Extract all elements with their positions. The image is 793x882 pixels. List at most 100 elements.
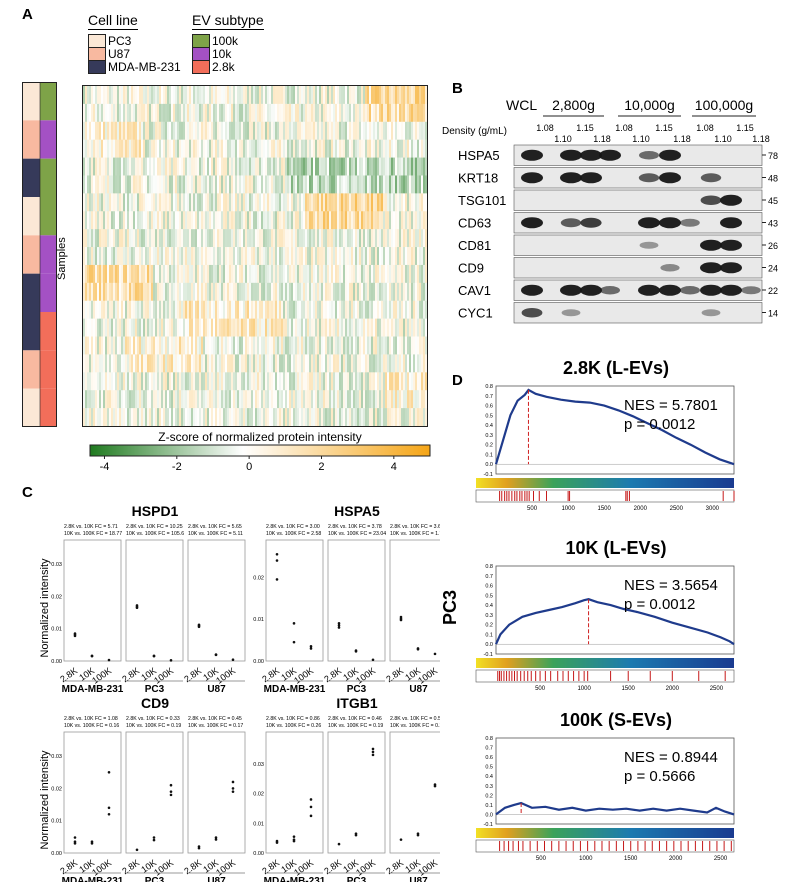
density-value: 1.08 <box>696 123 714 133</box>
dot-plot-facet-box <box>125 539 184 662</box>
blot-band <box>580 217 602 228</box>
blot-band <box>659 217 681 229</box>
blot-band <box>700 262 722 274</box>
fold-change-text: 2.8K vs. 10K FC = 5.71 <box>64 524 118 530</box>
blot-band <box>720 284 742 296</box>
gsea-y-tick: -0.1 <box>484 652 493 658</box>
sample-cell-line-block <box>22 197 40 236</box>
dot-plot-ylabel: Normalized intensity <box>39 558 51 658</box>
ev-subtype-legend: 100k 10k 2.8k <box>192 33 238 74</box>
dot-plot-facet-box <box>187 539 246 662</box>
y-tick-label: 0.01 <box>51 627 62 633</box>
colorbar-tick-label: 2 <box>318 461 324 473</box>
blot-strip <box>513 167 763 189</box>
gsea-y-tick: 0.6 <box>485 755 493 761</box>
gsea-y-tick: 0.6 <box>485 404 493 410</box>
gsea-y-tick: 0.8 <box>485 736 493 742</box>
colorbar-tick-label: -4 <box>100 461 110 473</box>
blot-protein-label: CD81 <box>458 238 491 253</box>
sample-cell-line-block <box>22 350 40 389</box>
dot-plot-facet-box <box>187 731 246 854</box>
y-tick-label: 0.00 <box>51 659 62 665</box>
gsea-p-label: p = 0.5666 <box>624 768 695 785</box>
cell-line-swatch <box>88 46 106 61</box>
panel-d-letter: D <box>452 372 463 389</box>
cell-line-label: U87 <box>108 46 131 61</box>
data-point <box>231 658 235 662</box>
data-point <box>169 659 173 662</box>
data-point <box>90 842 94 845</box>
gsea-y-tick: 0.0 <box>485 642 493 648</box>
data-point <box>309 805 313 809</box>
kda-label: 24 <box>768 264 778 274</box>
dot-plot-facet-box <box>265 731 324 854</box>
density-value: 1.10 <box>632 134 650 144</box>
x-category-label: 100K <box>292 857 315 877</box>
gsea-y-tick: 0.2 <box>485 793 493 799</box>
x-category-label: 100K <box>354 665 377 685</box>
gsea-rank-gradient <box>476 828 734 838</box>
data-point <box>169 790 173 793</box>
fold-change-text: 2.8K vs. 10K FC = 3.61 <box>390 524 440 530</box>
data-point <box>231 787 235 790</box>
kda-label: 48 <box>768 174 778 184</box>
cell-line-label: PC3 <box>108 33 132 48</box>
data-point <box>107 806 111 810</box>
data-point <box>214 836 218 839</box>
blot-band <box>521 217 543 229</box>
dot-plot-gene-title: ITGB1 <box>336 695 377 711</box>
facet-cell-line-label: U87 <box>207 684 226 695</box>
kda-label: 14 <box>768 309 778 319</box>
data-point <box>371 658 375 662</box>
fold-change-text: 2.8K vs. 10K FC = 1.08 <box>64 716 118 722</box>
sample-ev-subtype-block <box>40 158 57 197</box>
blot-band <box>700 239 722 251</box>
fold-change-text: 10K vs. 100K FC = 23.04 <box>328 531 386 537</box>
kda-label: 45 <box>768 196 778 206</box>
gsea-title: 2.8K (L-EVs) <box>563 358 669 378</box>
data-point <box>371 747 375 751</box>
data-point <box>433 784 437 788</box>
gsea-nes-label: NES = 0.8944 <box>624 749 718 766</box>
cell-line-swatch <box>88 59 106 74</box>
data-point <box>169 793 173 797</box>
data-point <box>337 626 341 629</box>
gsea-x-tick: 2500 <box>714 856 728 862</box>
data-point <box>73 836 77 839</box>
facet-cell-line-label: MDA-MB-231 <box>62 684 124 695</box>
y-tick-label: 0.01 <box>253 821 264 827</box>
data-point <box>152 836 156 839</box>
ev-subtype-swatch <box>192 33 210 48</box>
blot-band <box>720 217 742 229</box>
panel-a-letter: A <box>22 6 33 23</box>
blot-band <box>659 284 681 296</box>
blot-band <box>638 284 660 296</box>
x-category-label: 100K <box>152 665 175 685</box>
colorbar-tick-label: 0 <box>246 461 252 473</box>
fold-change-text: 2.8K vs. 10K FC = 10.25 <box>126 524 183 530</box>
data-point <box>292 839 296 843</box>
gsea-y-tick: 0.4 <box>485 774 493 780</box>
data-point <box>152 838 156 842</box>
gsea-nes-label: NES = 5.7801 <box>624 397 718 414</box>
fold-change-text: 2.8K vs. 10K FC = 3.00 <box>266 524 320 530</box>
y-tick-label: 0.01 <box>253 617 264 623</box>
blot-protein-label: TSG101 <box>458 193 506 208</box>
sample-cell-line-block <box>22 120 40 159</box>
fold-change-text: 2.8K vs. 10K FC = 5.65 <box>188 524 242 530</box>
fold-change-text: 10K vs. 100K FC = 105.6 <box>126 531 184 537</box>
blot-protein-label: CD9 <box>458 261 484 276</box>
sample-ev-subtype-block <box>40 312 57 351</box>
fold-change-text: 10K vs. 100K FC = 18.77 <box>64 531 122 537</box>
blot-protein-label: HSPA5 <box>458 148 500 163</box>
x-category-label: 100K <box>416 857 439 877</box>
fold-change-text: 10K vs. 100K FC = 0.27 <box>390 723 440 729</box>
gsea-y-tick: 0.8 <box>485 564 493 570</box>
sample-cell-line-block <box>22 158 40 197</box>
sample-cell-line-block <box>22 235 40 274</box>
gsea-x-tick: 1500 <box>624 856 638 862</box>
x-category-label: 100K <box>90 857 113 877</box>
